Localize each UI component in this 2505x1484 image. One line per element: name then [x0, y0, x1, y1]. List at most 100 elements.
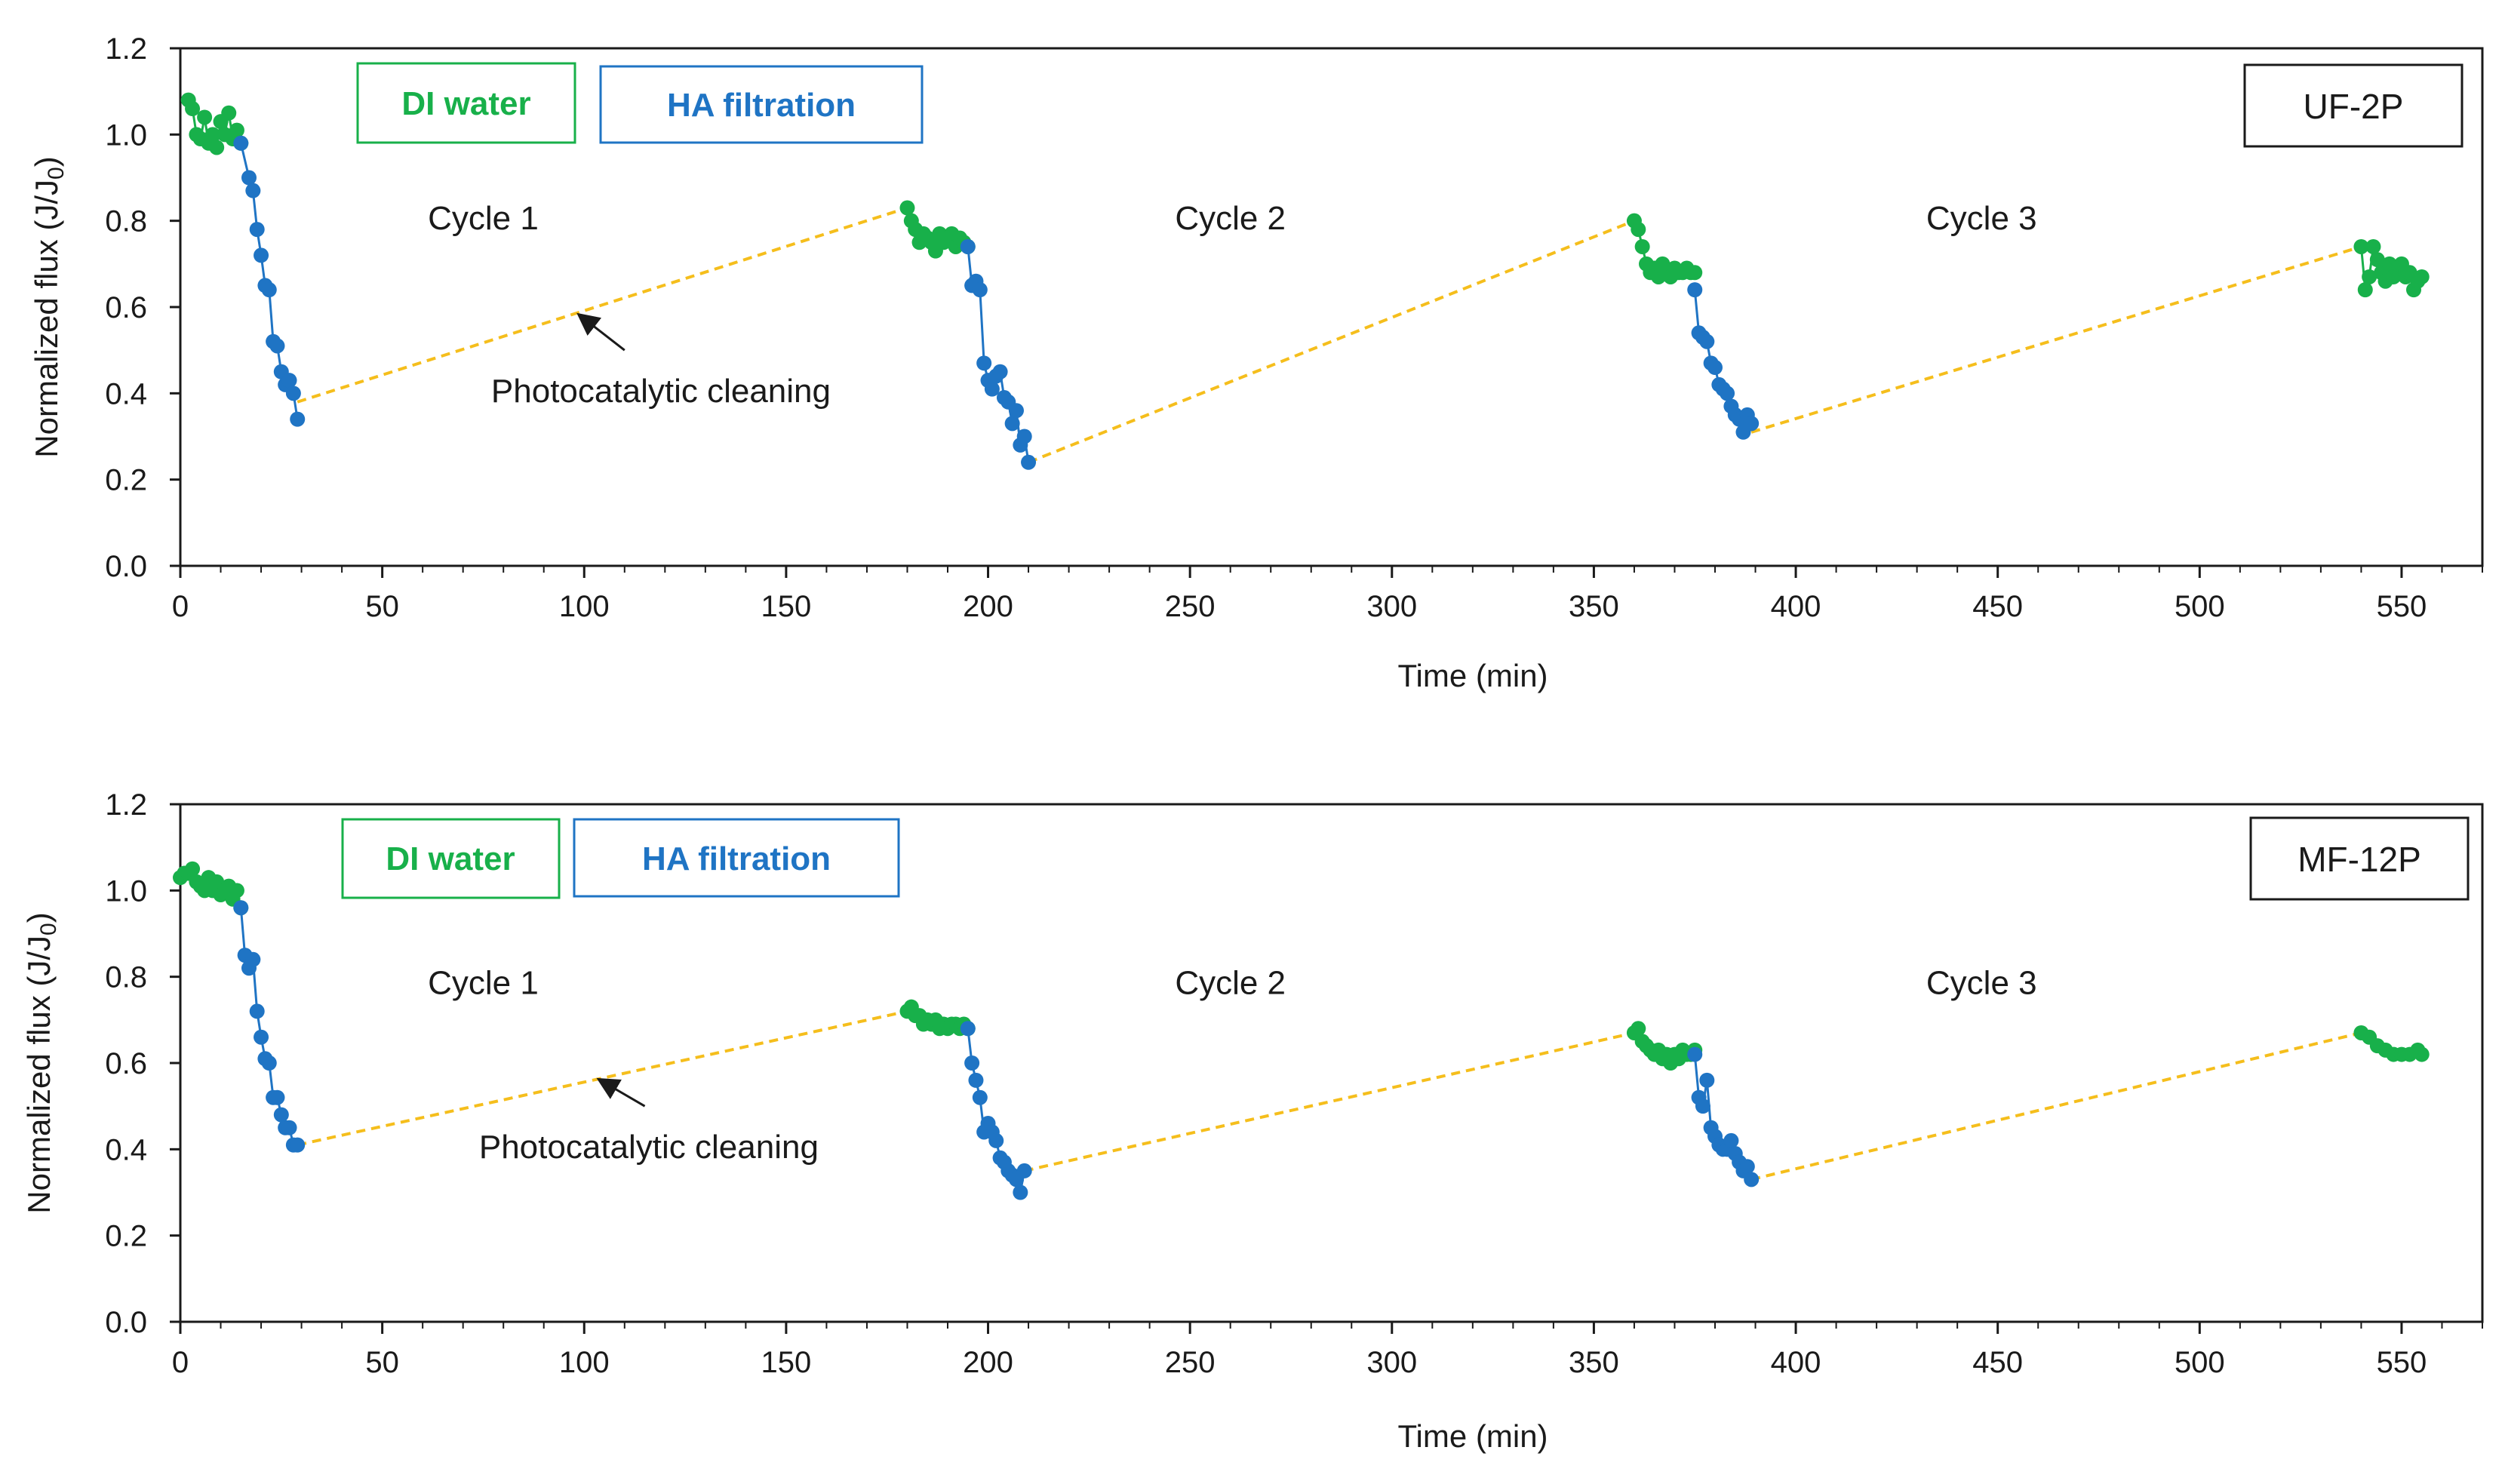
legend-ha-filtration-box	[573, 818, 900, 898]
di-water-point	[2353, 238, 2369, 254]
di-water-point	[1634, 238, 1650, 254]
ha-filtration-line	[239, 908, 298, 1147]
di-water-point	[2362, 269, 2377, 284]
y-tick-label: 0.0	[105, 1306, 147, 1339]
ha-filtration-point	[254, 247, 269, 263]
x-tick-label: 500	[2175, 590, 2225, 623]
y-tick-label: 1.2	[105, 32, 147, 66]
ha-filtration-point	[964, 1055, 980, 1071]
ha-filtration-point	[992, 364, 1008, 379]
ha-filtration-point	[233, 900, 249, 916]
x-tick-label: 350	[1569, 590, 1619, 623]
ha-filtration-point	[1008, 403, 1024, 419]
ha-filtration-point	[960, 1021, 976, 1037]
ha-filtration-point	[972, 282, 988, 298]
di-water-point	[221, 105, 237, 121]
cycle-label: Cycle 3	[1926, 200, 2037, 237]
x-tick-label: 300	[1366, 590, 1417, 623]
ha-filtration-point	[269, 1089, 285, 1105]
photocatalytic-cleaning-line	[297, 206, 908, 404]
ha-filtration-point	[968, 1072, 984, 1088]
di-water-point	[2365, 238, 2381, 254]
ha-filtration-point	[1004, 416, 1020, 432]
x-tick-label: 300	[1366, 1346, 1417, 1379]
x-axis-title: Time (min)	[1397, 1418, 1548, 1454]
ha-filtration-point	[1016, 429, 1032, 444]
ha-filtration-point	[1699, 1072, 1715, 1088]
x-tick-label: 250	[1165, 590, 1216, 623]
di-water-point	[204, 127, 220, 143]
x-tick-label: 400	[1771, 590, 1821, 623]
x-tick-label: 450	[1972, 1346, 2023, 1379]
legend-ha-filtration-label: HA filtration	[667, 87, 856, 124]
di-water-point	[2414, 269, 2430, 284]
cycle-label: Cycle 2	[1175, 965, 1286, 1002]
ha-filtration-point	[972, 1089, 988, 1105]
y-tick-label: 1.0	[105, 118, 147, 152]
ha-filtration-point	[290, 411, 306, 427]
photocatalytic-cleaning-line	[1028, 219, 1635, 464]
x-tick-label: 100	[559, 590, 610, 623]
membrane-id-box	[2249, 816, 2470, 901]
membrane-id-box	[2243, 63, 2464, 148]
ha-filtration-point	[1744, 416, 1760, 432]
x-tick-label: 200	[963, 1346, 1013, 1379]
axis-ticks	[170, 803, 2483, 1334]
y-tick-label: 1.0	[105, 874, 147, 908]
legend-ha-filtration-box	[599, 65, 924, 144]
legend-di-water-label: DI water	[386, 840, 515, 877]
ha-filtration-point	[976, 355, 992, 371]
data-series	[180, 92, 2430, 470]
x-tick-label: 0	[172, 1346, 189, 1379]
ha-filtration-point	[233, 135, 249, 151]
ha-filtration-point	[249, 222, 265, 238]
ha-filtration-point	[960, 238, 976, 254]
di-water-point	[1687, 265, 1703, 281]
ha-filtration-point	[273, 1107, 289, 1123]
ha-filtration-point	[261, 1055, 277, 1071]
y-tick-label: 0.2	[105, 464, 147, 497]
y-axis-title: Normalized flux (J/J0)	[29, 156, 69, 457]
mf-12p-panel: 0 50 100 150 200 250 300 350 400 450 500 550 0.0 0.2 0…	[21, 788, 2484, 1454]
y-tick-label: 0.2	[105, 1220, 147, 1253]
x-tick-label: 50	[365, 590, 399, 623]
cycle-label: Cycle 1	[428, 965, 539, 1002]
x-tick-label: 100	[559, 1346, 610, 1379]
ha-filtration-point	[285, 386, 301, 401]
cycle-label: Cycle 1	[428, 200, 539, 237]
x-tick-label: 150	[761, 1346, 812, 1379]
y-tick-label: 0.4	[105, 377, 147, 410]
di-water-point	[185, 861, 201, 877]
ha-filtration-point	[269, 338, 285, 354]
ha-filtration-point	[249, 1003, 265, 1019]
legend-ha-filtration-label: HA filtration	[642, 840, 831, 877]
ha-filtration-point	[1723, 1132, 1739, 1148]
photocatalytic-cleaning-line	[1750, 245, 2362, 434]
ha-filtration-point	[1744, 1172, 1760, 1188]
x-tick-label: 350	[1569, 1346, 1619, 1379]
x-tick-label: 0	[172, 590, 189, 623]
ha-filtration-point	[1687, 1046, 1703, 1062]
ha-filtration-point	[1013, 1184, 1028, 1200]
y-tick-label: 1.2	[105, 788, 147, 822]
ha-filtration-point	[261, 282, 277, 298]
x-tick-label: 150	[761, 590, 812, 623]
x-tick-label: 450	[1972, 590, 2023, 623]
y-tick-label: 0.8	[105, 205, 147, 238]
di-water-point	[229, 883, 244, 899]
photocatalytic-cleaning-line	[297, 1009, 908, 1147]
membrane-id-label: MF-12P	[2298, 840, 2421, 879]
ha-filtration-point	[1016, 1163, 1032, 1178]
x-tick-label: 400	[1771, 1346, 1821, 1379]
annotation-label: Photocatalytic cleaning	[491, 373, 831, 410]
axis-labels: 0 50 100 150 200 250 300 350 400 450 500 550 0.0 0.2 0…	[105, 788, 2427, 1379]
annotation-arrow	[576, 312, 625, 352]
y-axis-title: Normalized flux (J/J0)	[21, 912, 61, 1213]
ha-filtration-point	[1720, 386, 1735, 401]
di-water-point	[2414, 1046, 2430, 1062]
axis-ticks	[170, 47, 2483, 578]
di-water-point	[1631, 1021, 1646, 1037]
uf-2p-panel: 0 50 100 150 200 250 300 350 400 450 500 550 0.0 0.2 0…	[29, 32, 2484, 693]
di-water-point	[1631, 222, 1646, 238]
